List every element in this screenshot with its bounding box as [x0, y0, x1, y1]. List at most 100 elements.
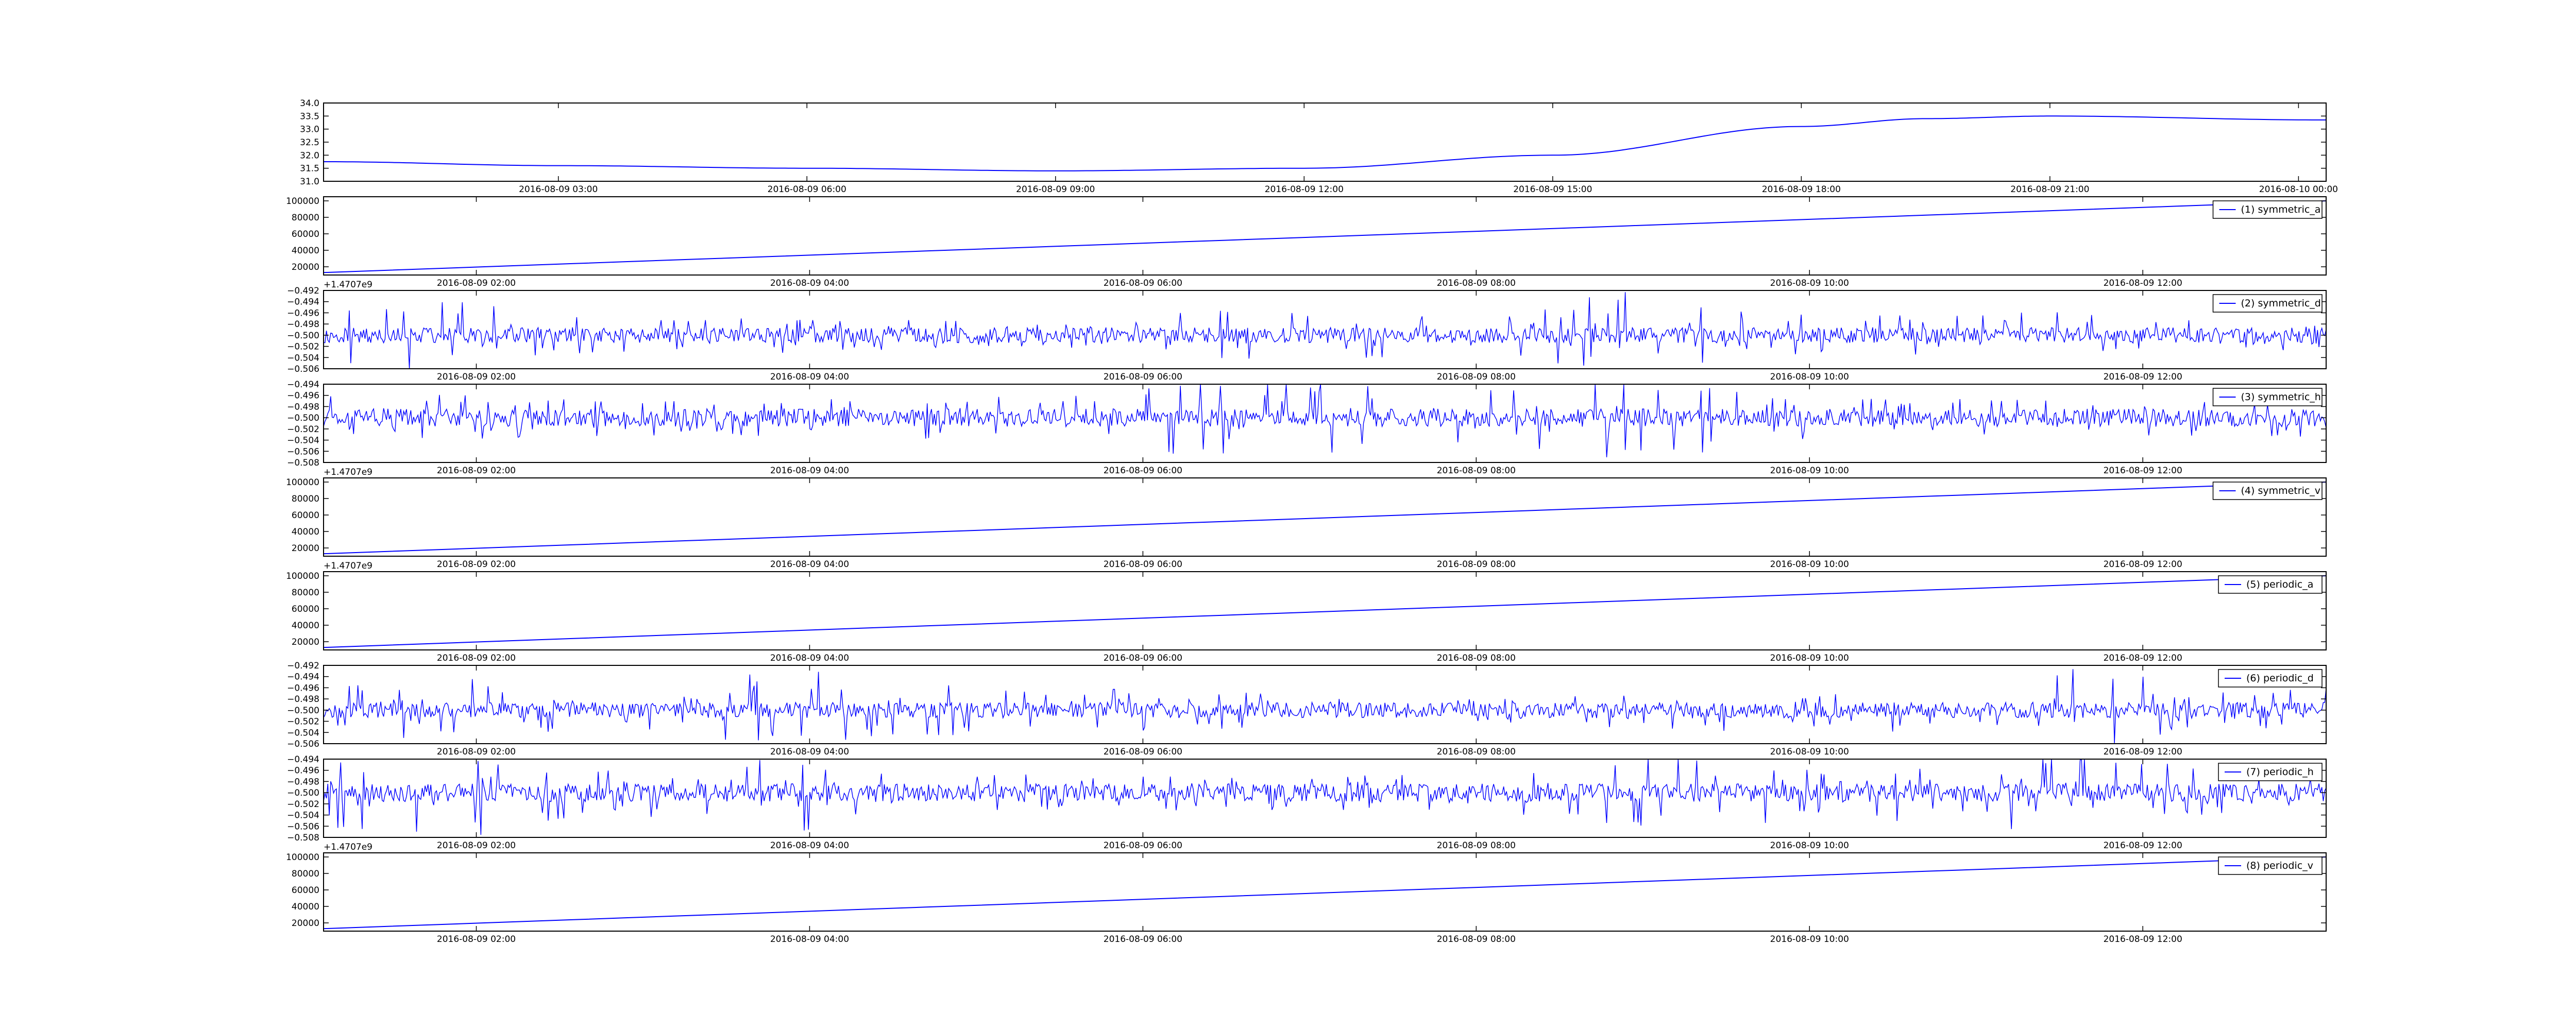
- subplot-3: −0.492−0.494−0.496−0.498−0.500−0.502−0.5…: [287, 286, 2327, 382]
- x-tick-label: 2016-08-09 12:00: [2104, 559, 2182, 570]
- axes-frame: [323, 665, 2327, 744]
- x-tick-label: 2016-08-09 12:00: [2104, 840, 2182, 851]
- x-tick-label: 2016-08-09 02:00: [437, 840, 516, 851]
- x-tick-label: 2016-08-09 04:00: [770, 372, 849, 382]
- x-tick-label: 2016-08-09 03:00: [519, 184, 598, 195]
- x-tick-label: 2016-08-09 04:00: [770, 653, 849, 663]
- x-tick-label: 2016-08-09 08:00: [1437, 653, 1516, 663]
- y-tick-label: 33.5: [300, 111, 319, 122]
- y-tick-label: −0.508: [287, 458, 319, 468]
- y-tick-label: −0.502: [287, 342, 319, 352]
- y-tick-label: −0.498: [287, 319, 319, 330]
- x-tick-label: 2016-08-09 06:00: [1104, 372, 1182, 382]
- legend-label: (7) periodic_h: [2246, 766, 2314, 778]
- x-tick-label: 2016-08-09 06:00: [1104, 278, 1182, 288]
- x-tick-label: 2016-08-09 10:00: [1770, 559, 1849, 570]
- x-tick-label: 2016-08-09 10:00: [1770, 372, 1849, 382]
- x-tick-label: 2016-08-09 04:00: [770, 278, 849, 288]
- x-tick-label: 2016-08-09 06:00: [1104, 653, 1182, 663]
- y-tick-label: −0.506: [287, 739, 319, 749]
- x-tick-label: 2016-08-09 02:00: [437, 747, 516, 757]
- y-tick-label: −0.504: [287, 353, 319, 363]
- legend: (1) symmetric_a: [2212, 200, 2323, 219]
- y-tick-label: 32.0: [300, 150, 319, 161]
- series-line-8: [324, 759, 2326, 835]
- x-tick-label: 2016-08-09 02:00: [437, 559, 516, 570]
- y-tick-label: −0.500: [287, 706, 319, 716]
- x-tick-label: 2016-08-09 08:00: [1437, 372, 1516, 382]
- y-tick-label: 60000: [292, 510, 319, 521]
- y-tick-label: 80000: [292, 494, 319, 504]
- x-tick-label: 2016-08-09 12:00: [2104, 278, 2182, 288]
- x-tick-label: 2016-08-09 12:00: [1265, 184, 1344, 195]
- x-tick-label: 2016-08-09 06:00: [1104, 747, 1182, 757]
- x-tick-label: 2016-08-09 08:00: [1437, 934, 1516, 945]
- legend: (8) periodic_v: [2218, 856, 2323, 875]
- offset-text: +1.4707e9: [324, 561, 372, 571]
- subplot-8: −0.494−0.496−0.498−0.500−0.502−0.504−0.5…: [287, 754, 2327, 852]
- y-tick-label: 100000: [286, 571, 319, 581]
- subplot-7: −0.492−0.494−0.496−0.498−0.500−0.502−0.5…: [287, 661, 2327, 757]
- series-line-6: [324, 575, 2326, 648]
- series-line-1: [324, 115, 2326, 171]
- x-tick-label: 2016-08-09 02:00: [437, 278, 516, 288]
- y-tick-label: 40000: [292, 902, 319, 912]
- x-tick-label: 2016-08-09 09:00: [1016, 184, 1095, 195]
- legend: (3) symmetric_h: [2212, 388, 2323, 406]
- legend-label: (3) symmetric_h: [2241, 391, 2321, 403]
- x-tick-label: 2016-08-09 10:00: [1770, 653, 1849, 663]
- x-tick-label: 2016-08-09 08:00: [1437, 559, 1516, 570]
- y-tick-label: −0.498: [287, 694, 319, 705]
- y-tick-label: 100000: [286, 852, 319, 863]
- axes-frame: [323, 759, 2327, 838]
- x-tick-label: 2016-08-09 12:00: [2104, 466, 2182, 476]
- x-tick-label: 2016-08-09 18:00: [1762, 184, 1841, 195]
- y-tick-label: 60000: [292, 229, 319, 239]
- y-tick-label: 40000: [292, 246, 319, 256]
- y-tick-label: −0.504: [287, 728, 319, 738]
- x-tick-label: 2016-08-09 02:00: [437, 653, 516, 663]
- x-tick-label: 2016-08-09 10:00: [1770, 466, 1849, 476]
- y-tick-label: −0.502: [287, 424, 319, 435]
- x-tick-label: 2016-08-09 04:00: [770, 934, 849, 945]
- series-line-2: [324, 200, 2326, 273]
- x-tick-label: 2016-08-09 12:00: [2104, 372, 2182, 382]
- series-line-5: [324, 482, 2326, 555]
- y-tick-label: −0.502: [287, 799, 319, 810]
- y-tick-label: −0.494: [287, 380, 319, 390]
- y-tick-label: 31.5: [300, 164, 319, 174]
- x-tick-label: 2016-08-09 12:00: [2104, 747, 2182, 757]
- y-tick-label: 60000: [292, 604, 319, 614]
- series-line-3: [324, 292, 2326, 369]
- legend: (4) symmetric_v: [2212, 482, 2323, 500]
- x-tick-label: 2016-08-09 12:00: [2104, 653, 2182, 663]
- y-tick-label: 80000: [292, 213, 319, 223]
- y-tick-label: −0.496: [287, 766, 319, 776]
- x-tick-label: 2016-08-09 06:00: [1104, 934, 1182, 945]
- y-tick-label: 33.0: [300, 125, 319, 135]
- subplot-5: 20000 40000 60000 80000 100000 2016-08-09 02:…: [286, 477, 2327, 571]
- y-tick-label: 20000: [292, 543, 319, 554]
- subplot-1: 31.0 31.5 32.0 32.5 33.0 33.5 34.0 2016-08-09 0…: [300, 98, 2338, 195]
- axes-frame: [323, 102, 2327, 182]
- y-tick-label: 40000: [292, 527, 319, 537]
- legend-label: (8) periodic_v: [2246, 860, 2313, 871]
- x-tick-label: 2016-08-09 10:00: [1770, 840, 1849, 851]
- x-tick-label: 2016-08-09 08:00: [1437, 466, 1516, 476]
- x-tick-label: 2016-08-10 00:00: [2259, 184, 2338, 195]
- y-tick-label: 40000: [292, 621, 319, 631]
- y-tick-label: 34.0: [300, 98, 319, 109]
- y-tick-label: −0.492: [287, 286, 319, 296]
- x-tick-label: 2016-08-09 04:00: [770, 466, 849, 476]
- y-tick-label: −0.504: [287, 436, 319, 446]
- y-tick-label: −0.496: [287, 391, 319, 401]
- legend: (2) symmetric_d: [2212, 294, 2323, 313]
- x-tick-label: 2016-08-09 06:00: [1104, 559, 1182, 570]
- legend-label: (2) symmetric_d: [2241, 298, 2321, 309]
- y-tick-label: 80000: [292, 588, 319, 598]
- x-tick-label: 2016-08-09 04:00: [770, 747, 849, 757]
- x-tick-label: 2016-08-09 06:00: [768, 184, 846, 195]
- x-tick-label: 2016-08-09 10:00: [1770, 934, 1849, 945]
- offset-text: +1.4707e9: [324, 467, 372, 477]
